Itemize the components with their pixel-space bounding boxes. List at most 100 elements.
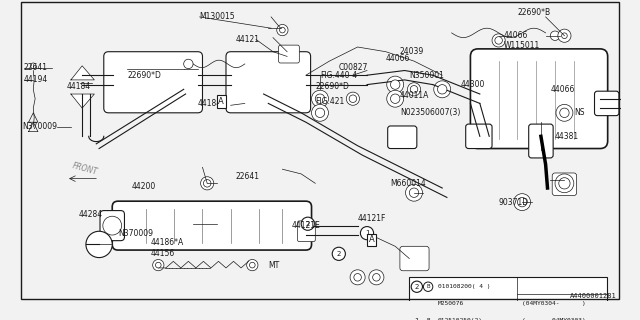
Circle shape xyxy=(250,262,255,268)
Polygon shape xyxy=(71,94,94,108)
Text: 1: 1 xyxy=(415,317,419,320)
Circle shape xyxy=(387,76,404,93)
Text: 44184: 44184 xyxy=(198,99,222,108)
Circle shape xyxy=(410,188,419,197)
Circle shape xyxy=(559,178,570,189)
Circle shape xyxy=(312,90,328,107)
Circle shape xyxy=(312,104,328,121)
Text: A: A xyxy=(369,235,374,244)
FancyBboxPatch shape xyxy=(278,45,300,63)
FancyBboxPatch shape xyxy=(388,126,417,148)
Text: 44066: 44066 xyxy=(503,31,528,40)
Text: 44300: 44300 xyxy=(461,80,485,89)
Circle shape xyxy=(438,84,447,94)
Circle shape xyxy=(558,29,571,42)
Circle shape xyxy=(316,108,324,117)
Circle shape xyxy=(390,94,400,103)
Circle shape xyxy=(408,83,420,96)
FancyBboxPatch shape xyxy=(298,221,316,242)
Circle shape xyxy=(200,177,214,190)
Circle shape xyxy=(153,260,164,271)
Circle shape xyxy=(280,27,285,33)
Circle shape xyxy=(410,85,418,93)
Text: 44011A: 44011A xyxy=(400,92,429,100)
Circle shape xyxy=(560,108,569,117)
Text: C00827: C00827 xyxy=(339,63,368,72)
Text: W115011: W115011 xyxy=(503,41,540,50)
Circle shape xyxy=(434,81,451,98)
Text: 2: 2 xyxy=(305,221,310,227)
Bar xyxy=(410,277,607,320)
Text: M660014: M660014 xyxy=(390,179,426,188)
Circle shape xyxy=(332,247,346,260)
FancyBboxPatch shape xyxy=(112,201,312,250)
Circle shape xyxy=(360,227,374,240)
Text: M250076: M250076 xyxy=(438,301,464,306)
Circle shape xyxy=(555,174,574,193)
Circle shape xyxy=(495,37,502,44)
Circle shape xyxy=(372,274,380,281)
FancyBboxPatch shape xyxy=(104,52,202,113)
Circle shape xyxy=(387,90,404,107)
Circle shape xyxy=(556,104,573,121)
Circle shape xyxy=(246,260,258,271)
Text: (04MY0304-      ): (04MY0304- ) xyxy=(522,301,586,306)
Text: 44066: 44066 xyxy=(386,54,410,63)
FancyBboxPatch shape xyxy=(552,173,577,196)
Circle shape xyxy=(411,281,422,292)
Text: N370009: N370009 xyxy=(118,229,153,238)
Text: 44186*A: 44186*A xyxy=(151,238,184,247)
Circle shape xyxy=(316,94,324,103)
FancyBboxPatch shape xyxy=(529,124,553,158)
Text: 44200: 44200 xyxy=(132,182,156,191)
Text: A4400001281: A4400001281 xyxy=(570,293,616,299)
Text: FIG.421: FIG.421 xyxy=(316,97,344,106)
Circle shape xyxy=(369,270,384,285)
Circle shape xyxy=(349,95,356,102)
Text: 44121F: 44121F xyxy=(358,214,386,223)
Text: 44284: 44284 xyxy=(78,210,102,219)
Text: N370009: N370009 xyxy=(22,123,57,132)
FancyBboxPatch shape xyxy=(400,246,429,271)
Text: MT: MT xyxy=(268,260,280,270)
FancyBboxPatch shape xyxy=(226,52,310,113)
Text: FIG.440-4: FIG.440-4 xyxy=(320,71,357,80)
Text: M130015: M130015 xyxy=(200,12,236,21)
Text: NS: NS xyxy=(574,108,584,117)
Text: FRONT: FRONT xyxy=(71,162,99,177)
Circle shape xyxy=(492,34,505,47)
Text: 22690*D: 22690*D xyxy=(127,71,161,80)
Text: 24039: 24039 xyxy=(400,47,424,56)
Text: B: B xyxy=(426,318,430,320)
Circle shape xyxy=(301,217,314,230)
Circle shape xyxy=(184,59,193,68)
Circle shape xyxy=(276,24,288,36)
Circle shape xyxy=(550,31,560,40)
Text: (      -04MY0303): ( -04MY0303) xyxy=(522,318,586,320)
Text: 44066: 44066 xyxy=(550,85,575,94)
Circle shape xyxy=(411,315,422,320)
Text: 22690*B: 22690*B xyxy=(517,8,550,17)
Polygon shape xyxy=(71,66,94,80)
Text: 44121: 44121 xyxy=(236,35,259,44)
Circle shape xyxy=(346,92,360,105)
Circle shape xyxy=(514,194,531,211)
Circle shape xyxy=(354,274,362,281)
Circle shape xyxy=(103,216,122,235)
Circle shape xyxy=(390,80,400,89)
Circle shape xyxy=(562,33,567,38)
Text: 44121E: 44121E xyxy=(292,221,321,230)
Text: 1: 1 xyxy=(365,230,369,236)
Circle shape xyxy=(31,63,36,68)
Text: 2: 2 xyxy=(415,284,419,290)
Text: 44156: 44156 xyxy=(151,249,175,258)
FancyBboxPatch shape xyxy=(100,211,124,241)
Circle shape xyxy=(156,262,161,268)
Text: N023506007(3): N023506007(3) xyxy=(400,108,460,117)
Text: 22690*D: 22690*D xyxy=(316,82,349,91)
Circle shape xyxy=(204,180,211,187)
Text: 44381: 44381 xyxy=(555,132,579,141)
Text: A: A xyxy=(218,97,224,106)
Text: 010108200( 4 ): 010108200( 4 ) xyxy=(438,284,490,289)
Circle shape xyxy=(517,197,527,207)
